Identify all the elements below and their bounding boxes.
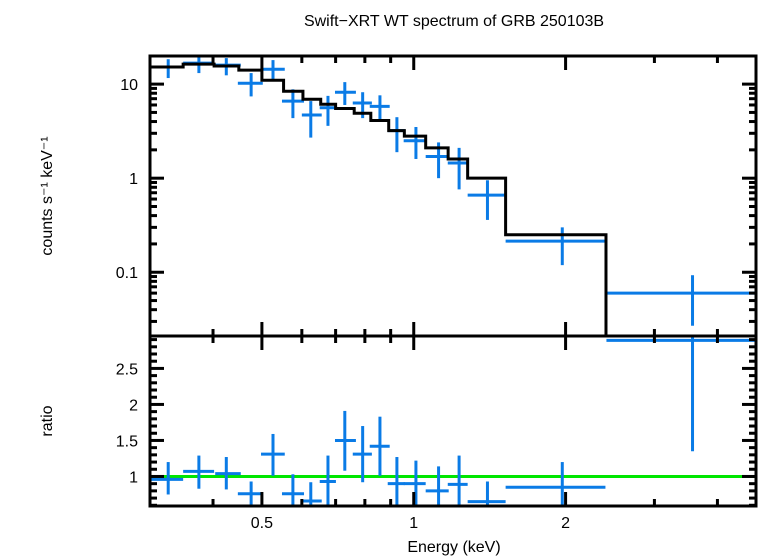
y-tick-label: 2 <box>129 397 138 414</box>
data-point-7 <box>301 101 322 138</box>
data-point-18 <box>606 275 756 326</box>
data-point-1 <box>150 59 184 79</box>
ratio-point-5 <box>261 433 285 476</box>
ratio-point-11 <box>369 416 390 476</box>
y-tick-label: 10 <box>120 77 138 94</box>
y-tick-label: 0.1 <box>116 265 138 282</box>
ratio-point-3 <box>215 457 241 490</box>
y-tick-label: 2.5 <box>116 361 138 378</box>
ratio-point-4 <box>237 481 263 506</box>
data-point-5 <box>261 60 285 80</box>
data-point-16 <box>467 180 506 220</box>
x-tick-label: 0.5 <box>251 515 273 532</box>
y-axis-label-spectrum: counts s⁻¹ keV⁻¹ <box>39 136 56 255</box>
data-point-8 <box>319 95 336 126</box>
ratio-plot-area <box>150 336 756 506</box>
ratio-point-6 <box>281 474 305 506</box>
spectrum-plot-area <box>150 56 756 336</box>
x-tick-label: 2 <box>561 515 570 532</box>
y-tick-label: 1.5 <box>116 433 138 450</box>
chart-title: Swift−XRT WT spectrum of GRB 250103B <box>304 13 604 30</box>
data-point-15 <box>447 147 468 190</box>
y-tick-label: 1 <box>129 171 138 188</box>
ratio-point-9 <box>334 410 356 471</box>
spectrum-panel: counts s⁻¹ keV⁻¹ 0.1 1 10 <box>39 54 758 338</box>
y-axis-label-ratio: ratio <box>39 405 56 436</box>
ratio-frame <box>148 334 758 508</box>
data-point-4 <box>237 73 263 97</box>
ratio-point-18 <box>606 336 756 452</box>
ratio-point-8 <box>319 455 336 506</box>
ratio-point-12 <box>387 457 405 506</box>
ratio-point-1 <box>150 462 184 495</box>
ratio-point-16 <box>467 481 506 506</box>
ratio-point-15 <box>447 455 468 506</box>
data-point-13 <box>403 126 426 159</box>
y-tick-label: 1 <box>129 469 138 486</box>
ratio-point-10 <box>352 426 372 483</box>
ratio-point-13 <box>403 460 426 506</box>
ratio-point-7 <box>301 482 322 506</box>
x-axis-label: Energy (keV) <box>407 539 500 556</box>
ratio-panel: ratio 1 1.5 2 2.5 0.5 1 2 <box>39 334 758 532</box>
data-point-6 <box>281 89 305 119</box>
data-point-17 <box>505 227 606 266</box>
model-step-line <box>150 62 608 336</box>
data-point-12 <box>387 117 405 153</box>
data-point-11 <box>369 95 390 120</box>
x-tick-label: 1 <box>409 515 418 532</box>
ratio-point-2 <box>183 455 215 489</box>
ratio-point-17 <box>505 462 606 506</box>
data-point-9 <box>334 82 356 105</box>
